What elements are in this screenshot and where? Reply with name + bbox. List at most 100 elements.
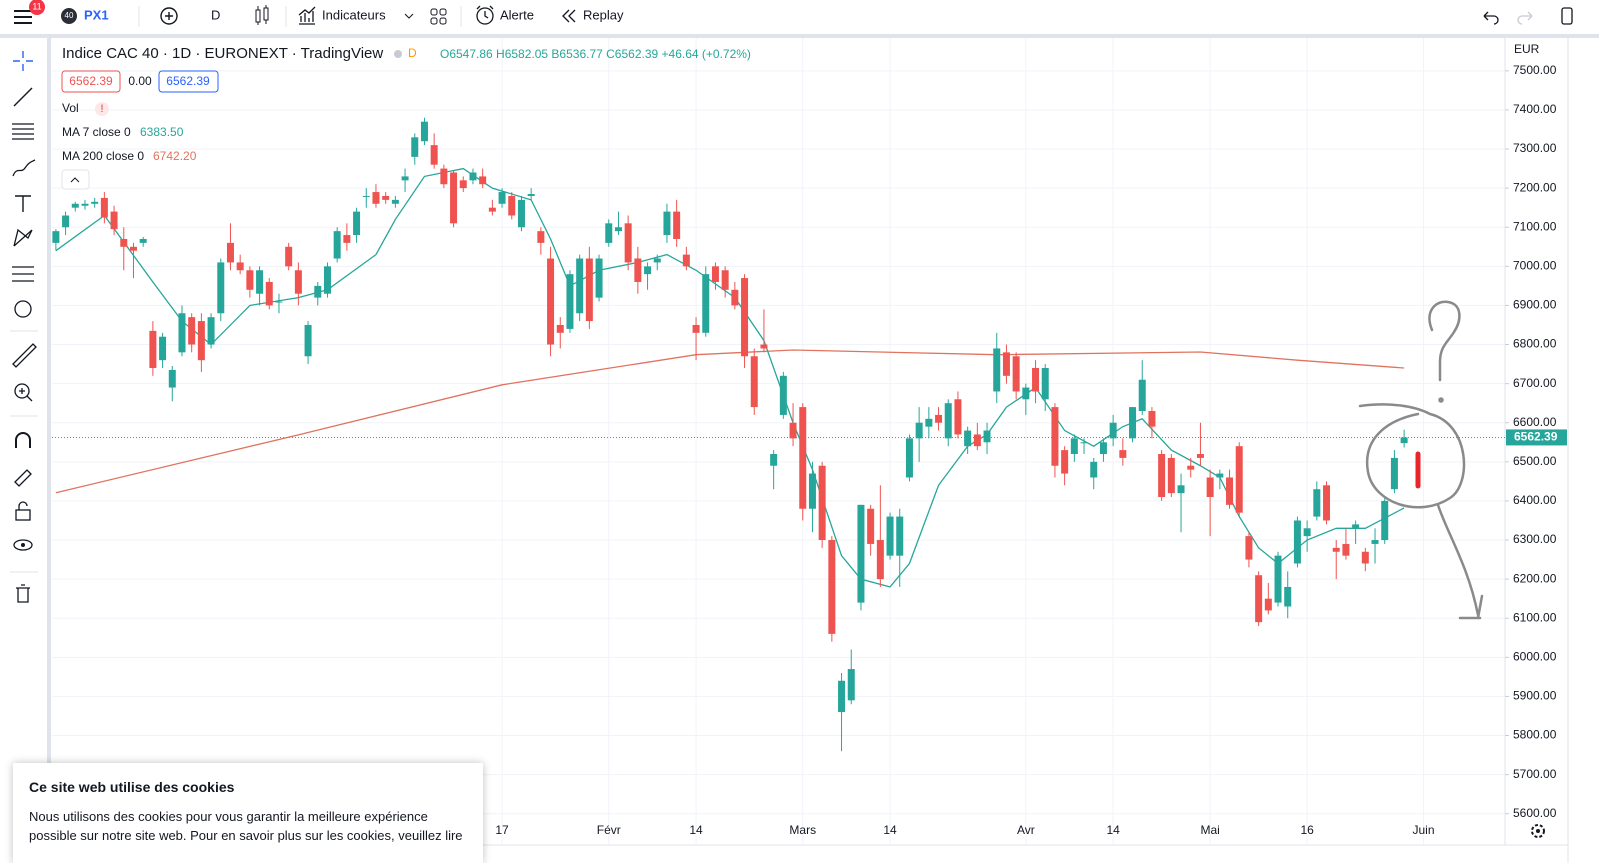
candle-body — [867, 508, 875, 544]
forecast-tool[interactable] — [12, 266, 34, 282]
interval[interactable]: D — [211, 7, 220, 22]
candle-body — [71, 203, 79, 208]
status-dot — [394, 50, 402, 58]
candle-body — [1274, 555, 1282, 603]
layouts-icon[interactable] — [430, 8, 447, 25]
warning-badge — [95, 102, 109, 116]
candle-body — [1080, 442, 1088, 444]
fib-tool[interactable] — [12, 123, 34, 140]
bid: 6562.39 — [69, 74, 113, 88]
y-tick-label: 6600.00 — [1513, 415, 1557, 429]
candle-body — [1041, 367, 1049, 400]
currency: EUR — [1514, 42, 1540, 56]
x-tick-label: 14 — [883, 823, 897, 837]
candle-body — [644, 266, 652, 275]
candle-body — [401, 176, 409, 181]
candle-body — [236, 262, 244, 271]
candle-body — [731, 289, 739, 306]
menu-button[interactable] — [14, 10, 32, 24]
candle-body — [139, 238, 147, 243]
candle-body — [1303, 528, 1311, 537]
indicators[interactable]: Indicateurs — [322, 7, 386, 22]
hide-tool[interactable] — [13, 539, 33, 551]
line-tool[interactable] — [13, 87, 33, 107]
candle-body — [1012, 356, 1020, 392]
candle-body — [1284, 586, 1292, 607]
candle-body — [876, 540, 884, 580]
indicators-icon[interactable] — [298, 6, 316, 25]
x-tick-label: Mars — [789, 823, 816, 837]
arrow-mark — [1436, 503, 1484, 620]
candle-body — [1167, 457, 1175, 494]
candle-body — [547, 258, 555, 345]
candle-body — [1148, 411, 1156, 427]
add-symbol[interactable] — [160, 7, 178, 25]
badge-count: 11 — [32, 1, 41, 11]
candle-body — [935, 414, 943, 423]
settings[interactable] — [1531, 824, 1545, 838]
text-tool[interactable] — [15, 195, 31, 212]
brush-tool[interactable] — [12, 159, 36, 177]
candle-body — [993, 348, 1001, 392]
y-tick-label: 5800.00 — [1513, 728, 1557, 742]
ask-box[interactable] — [158, 70, 219, 93]
chart-type[interactable] — [255, 5, 269, 25]
crosshair-tool[interactable] — [13, 51, 33, 71]
candle-body — [1361, 551, 1369, 564]
candle-body — [420, 121, 428, 142]
candle-body — [1158, 454, 1166, 498]
candle-body — [120, 238, 128, 247]
candle-body — [1119, 450, 1127, 458]
question-dot — [1438, 397, 1444, 403]
candle-body — [304, 324, 312, 357]
candle-body — [1196, 454, 1204, 458]
measure-tool[interactable] — [12, 343, 37, 368]
emoji-tool[interactable] — [14, 300, 32, 318]
y-tick-label: 5700.00 — [1513, 767, 1557, 781]
candle-body — [925, 418, 933, 427]
ma200-value: 6742.20 — [153, 149, 197, 163]
bid-box[interactable] — [61, 70, 121, 93]
candle-body — [149, 330, 157, 368]
pattern-tool[interactable] — [13, 228, 33, 247]
candle-body — [605, 223, 613, 243]
magnet-tool[interactable] — [15, 432, 31, 448]
candle-body — [750, 356, 758, 408]
x-tick-label: Févr — [597, 823, 621, 837]
candle-body — [265, 281, 273, 306]
drawing — [1358, 300, 1484, 620]
candle-body — [430, 145, 438, 165]
y-tick-label: 6100.00 — [1513, 610, 1557, 624]
zoom-tool[interactable] — [14, 383, 33, 402]
candle-body — [1323, 485, 1331, 521]
candle-body — [624, 223, 632, 263]
candle-body — [488, 207, 496, 212]
stay-drawing[interactable] — [14, 469, 32, 487]
candle-body — [81, 203, 89, 206]
candle-body — [905, 438, 913, 478]
delete-tool[interactable] — [16, 584, 30, 603]
candle-body — [983, 430, 991, 443]
fullscreen[interactable] — [1561, 7, 1573, 25]
price-tag-bg — [1506, 429, 1567, 446]
alert-icon[interactable] — [476, 5, 494, 25]
candle-body — [634, 258, 642, 282]
candle-body — [1061, 450, 1069, 474]
alert[interactable]: Alerte — [500, 7, 534, 22]
symbol[interactable]: PX1 — [84, 7, 109, 22]
candle-body — [256, 270, 264, 294]
redo[interactable] — [1517, 11, 1533, 25]
candle-body — [207, 317, 215, 345]
replay[interactable]: Replay — [583, 7, 624, 22]
candle-body — [799, 407, 807, 509]
lock-tool[interactable] — [15, 501, 31, 521]
replay-icon[interactable] — [562, 9, 576, 23]
candle-body — [469, 172, 477, 181]
dropdown-arrow[interactable] — [404, 13, 414, 19]
collapse-legend[interactable] — [61, 169, 90, 190]
undo[interactable] — [1483, 11, 1499, 25]
candle-body — [847, 669, 855, 701]
toolbar-bg — [0, 0, 1599, 34]
top-toolbar: 11 40 PX1 D Indicateurs Alerte Replay — [0, 0, 1599, 38]
